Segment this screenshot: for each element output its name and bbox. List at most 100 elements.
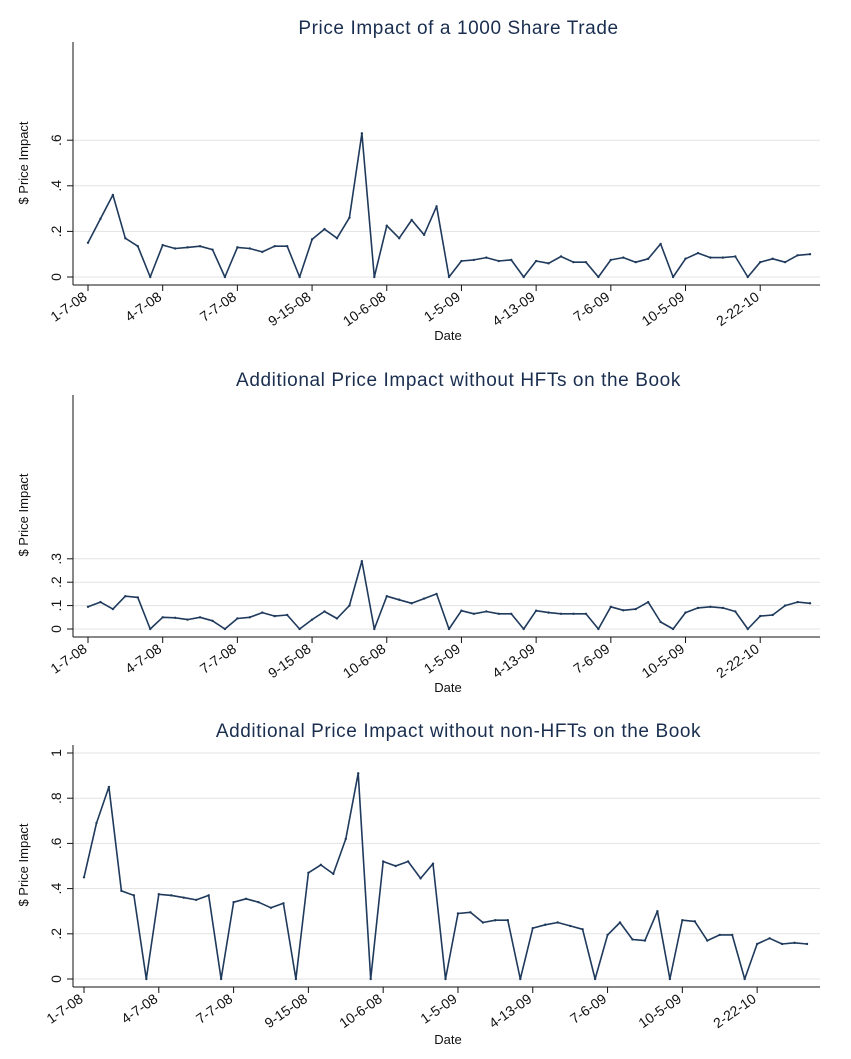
y-tick-label: .2 bbox=[48, 576, 64, 588]
data-point bbox=[447, 627, 451, 631]
data-point bbox=[631, 938, 634, 941]
data-point bbox=[472, 612, 476, 615]
x-tick-label: 7-6-09 bbox=[567, 990, 610, 1026]
data-point bbox=[394, 864, 397, 868]
data-point bbox=[634, 607, 637, 611]
data-point bbox=[149, 275, 152, 279]
x-tick-label: 10-6-08 bbox=[336, 990, 385, 1031]
data-point bbox=[497, 612, 500, 615]
data-point bbox=[136, 596, 139, 599]
x-tick-label: 1-7-08 bbox=[43, 990, 86, 1026]
data-point bbox=[95, 821, 98, 825]
data-point bbox=[796, 254, 799, 257]
data-point bbox=[709, 256, 712, 259]
data-point bbox=[796, 600, 799, 604]
x-tick-label: 4-13-09 bbox=[489, 640, 538, 681]
data-point bbox=[646, 600, 650, 604]
series-line bbox=[83, 772, 808, 980]
y-axis-title: $ Price Impact bbox=[16, 473, 31, 556]
data-point bbox=[198, 245, 202, 248]
data-point bbox=[124, 237, 127, 240]
y-tick-label: 0 bbox=[48, 975, 64, 983]
x-tick-label: 4-13-09 bbox=[489, 288, 538, 329]
data-point bbox=[783, 260, 787, 264]
x-tick-label: 2-22-10 bbox=[710, 990, 759, 1031]
data-point bbox=[111, 607, 115, 611]
y-tick-label: .4 bbox=[48, 883, 64, 895]
data-point bbox=[369, 977, 372, 981]
data-point bbox=[410, 218, 413, 222]
data-point bbox=[107, 785, 111, 789]
data-point bbox=[734, 255, 737, 258]
y-tick-label: 0 bbox=[48, 625, 64, 633]
data-point bbox=[572, 260, 575, 264]
data-point bbox=[696, 606, 700, 610]
data-point bbox=[335, 237, 339, 240]
data-point bbox=[696, 251, 700, 255]
y-tick-label: .2 bbox=[48, 225, 64, 237]
data-point bbox=[373, 627, 376, 631]
data-point bbox=[622, 256, 625, 259]
data-point bbox=[510, 612, 513, 615]
data-point bbox=[693, 920, 697, 923]
data-point bbox=[219, 977, 223, 981]
data-point bbox=[460, 609, 463, 612]
data-point bbox=[472, 258, 476, 262]
y-tick-label: .1 bbox=[48, 600, 64, 612]
x-tick-label: 7-7-08 bbox=[197, 640, 240, 676]
x-axis-title: Date bbox=[434, 680, 461, 695]
data-point bbox=[186, 618, 189, 621]
data-point bbox=[559, 255, 563, 258]
data-point bbox=[298, 627, 301, 631]
data-point bbox=[731, 933, 734, 937]
x-tick-label: 2-22-10 bbox=[713, 288, 762, 329]
data-point bbox=[261, 611, 264, 614]
data-point bbox=[332, 872, 335, 876]
data-point bbox=[211, 619, 214, 623]
x-tick-label: 10-5-09 bbox=[639, 288, 688, 329]
data-point bbox=[522, 627, 525, 631]
data-point bbox=[86, 605, 90, 608]
data-point bbox=[597, 275, 600, 279]
data-point bbox=[444, 977, 447, 981]
x-tick-label: 1-7-08 bbox=[47, 640, 90, 676]
y-axis-title: $ Price Impact bbox=[16, 823, 31, 906]
data-point bbox=[447, 275, 451, 279]
data-point bbox=[706, 939, 709, 942]
data-point bbox=[307, 871, 310, 874]
y-tick-label: 0 bbox=[48, 273, 64, 281]
x-tick-label: 9-15-08 bbox=[261, 990, 310, 1031]
x-axis-title: Date bbox=[434, 1032, 461, 1047]
data-point bbox=[534, 609, 538, 612]
data-point bbox=[398, 237, 401, 240]
data-point bbox=[285, 613, 289, 617]
data-point bbox=[771, 257, 774, 260]
x-tick-label: 10-5-09 bbox=[635, 990, 684, 1031]
data-point bbox=[780, 942, 784, 946]
x-tick-label: 4-7-08 bbox=[122, 640, 165, 676]
data-point bbox=[556, 921, 559, 924]
data-point bbox=[419, 877, 422, 880]
data-point bbox=[236, 246, 239, 249]
data-point bbox=[198, 616, 202, 619]
data-point bbox=[681, 919, 684, 922]
data-point bbox=[606, 933, 609, 937]
data-point bbox=[519, 977, 522, 981]
y-tick-label: .6 bbox=[48, 837, 64, 849]
data-point bbox=[335, 617, 339, 620]
data-point bbox=[634, 260, 637, 264]
data-point bbox=[248, 616, 252, 619]
data-point bbox=[709, 605, 712, 608]
data-point bbox=[808, 602, 812, 605]
x-tick-label: 10-6-08 bbox=[340, 288, 389, 329]
x-tick-label: 9-15-08 bbox=[265, 288, 314, 329]
data-point bbox=[360, 132, 364, 135]
data-point bbox=[793, 941, 796, 945]
data-point bbox=[684, 611, 687, 614]
data-point bbox=[282, 902, 285, 905]
x-tick-label: 1-5-09 bbox=[417, 990, 460, 1026]
y-tick-label: .4 bbox=[48, 180, 64, 192]
series-line bbox=[87, 132, 811, 278]
data-point bbox=[319, 863, 323, 867]
